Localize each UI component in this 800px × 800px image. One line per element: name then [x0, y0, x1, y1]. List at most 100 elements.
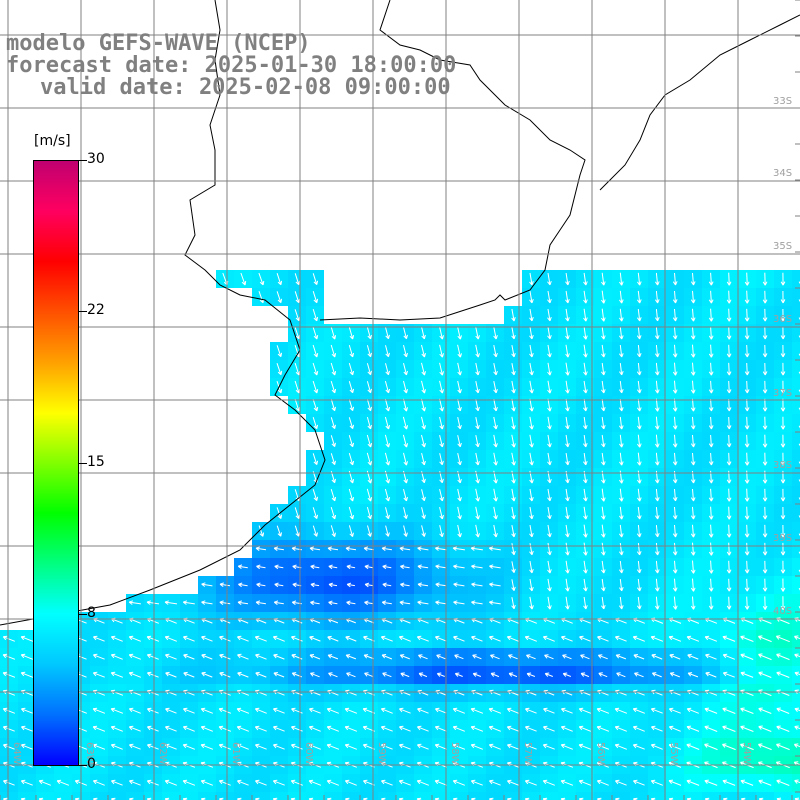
- wind-arrow: [708, 524, 714, 538]
- wind-arrow: [457, 524, 462, 538]
- wind-arrow: [690, 578, 696, 592]
- wind-arrow: [330, 506, 337, 520]
- wind-arrow: [439, 416, 444, 430]
- wind-arrow: [632, 635, 645, 642]
- wind-arrow: [547, 542, 552, 556]
- wind-arrow: [744, 542, 750, 556]
- wind-arrow: [672, 362, 678, 376]
- wind-arrow: [439, 380, 444, 394]
- wind-arrow: [475, 435, 480, 448]
- wind-arrow: [636, 543, 642, 556]
- wind-cell: [144, 792, 162, 800]
- wind-cell: [648, 792, 666, 800]
- wind-arrow: [312, 362, 319, 376]
- wind-arrow: [798, 317, 800, 321]
- wind-arrow: [310, 582, 320, 588]
- wind-arrow: [219, 653, 231, 660]
- wind-arrow: [744, 308, 750, 322]
- wind-arrow: [511, 380, 516, 394]
- wind-arrow: [543, 707, 555, 714]
- wind-arrow: [798, 425, 800, 429]
- wind-arrow: [654, 362, 660, 376]
- wind-arrow: [2, 725, 15, 732]
- wind-arrow: [165, 725, 177, 732]
- wind-arrow: [254, 707, 267, 714]
- wind-arrow: [542, 635, 555, 642]
- wind-arrow: [615, 654, 627, 660]
- wind-arrow: [780, 596, 786, 611]
- wind-arrow: [722, 779, 736, 786]
- wind-arrow: [128, 653, 141, 660]
- wind-arrow: [200, 743, 214, 750]
- wind-arrow: [457, 380, 462, 394]
- wind-arrow: [290, 779, 303, 786]
- wind-arrow: [636, 596, 642, 610]
- wind-arrow: [258, 272, 265, 286]
- wind-arrow: [20, 653, 33, 660]
- wind-arrow: [218, 725, 232, 732]
- wind-arrow: [402, 416, 409, 430]
- wind-arrow: [110, 707, 124, 714]
- wind-arrow: [489, 635, 501, 642]
- wind-arrow: [762, 506, 768, 520]
- wind-arrow: [20, 779, 33, 786]
- wind-arrow: [398, 779, 411, 786]
- wind-arrow: [328, 564, 338, 570]
- wind-arrow: [798, 407, 800, 411]
- wind-arrow: [614, 743, 627, 750]
- wind-arrow: [309, 635, 321, 642]
- wind-arrow: [583, 435, 588, 448]
- wind-arrow: [583, 380, 588, 394]
- wind-cell: [108, 792, 126, 800]
- wind-arrow: [726, 560, 732, 574]
- wind-arrow: [312, 273, 319, 286]
- wind-arrow: [366, 381, 372, 394]
- wind-arrow: [470, 546, 483, 551]
- wind-arrow: [488, 725, 501, 732]
- wind-cell: [720, 792, 738, 800]
- wind-arrow: [762, 560, 768, 574]
- wind-arrow: [475, 506, 480, 520]
- wind-arrow: [654, 272, 660, 286]
- wind-arrow: [726, 416, 732, 430]
- wind-arrow: [507, 779, 519, 786]
- wind-arrow: [705, 653, 717, 660]
- wind-arrow: [798, 353, 800, 357]
- wind-arrow: [240, 272, 247, 286]
- wind-arrow: [403, 380, 408, 394]
- wind-arrow: [726, 326, 732, 340]
- wind-arrow: [672, 344, 678, 358]
- wind-arrow: [453, 635, 465, 642]
- wind-arrow: [690, 416, 696, 430]
- wind-arrow: [776, 653, 790, 661]
- wind-arrow: [382, 672, 392, 678]
- wind-arrow: [726, 452, 732, 466]
- wind-arrow: [330, 525, 336, 537]
- wind-arrow: [276, 345, 283, 358]
- wind-arrow: [726, 344, 732, 358]
- wind-arrow: [636, 272, 642, 286]
- wind-arrow: [490, 654, 500, 660]
- wind-arrow: [565, 326, 570, 340]
- wind-arrow: [618, 272, 624, 286]
- wind-arrow: [618, 434, 624, 448]
- wind-arrow: [452, 797, 458, 800]
- wind-cell: [342, 792, 360, 800]
- wind-arrow: [110, 653, 123, 660]
- wind-arrow: [744, 362, 750, 376]
- wind-arrow: [164, 779, 177, 786]
- wind-arrow: [672, 380, 678, 394]
- wind-arrow: [780, 524, 786, 538]
- wind-arrow: [452, 743, 466, 750]
- wind-arrow: [762, 326, 768, 340]
- wind-arrow: [708, 380, 714, 394]
- coastline: [0, 0, 800, 626]
- wind-arrow: [346, 582, 355, 588]
- wind-cell: [252, 792, 270, 800]
- wind-arrow: [254, 725, 267, 732]
- wind-arrow: [708, 416, 714, 430]
- wind-arrow: [330, 380, 337, 394]
- wind-arrow: [330, 362, 337, 376]
- wind-arrow: [762, 272, 768, 286]
- wind-arrow: [542, 743, 555, 750]
